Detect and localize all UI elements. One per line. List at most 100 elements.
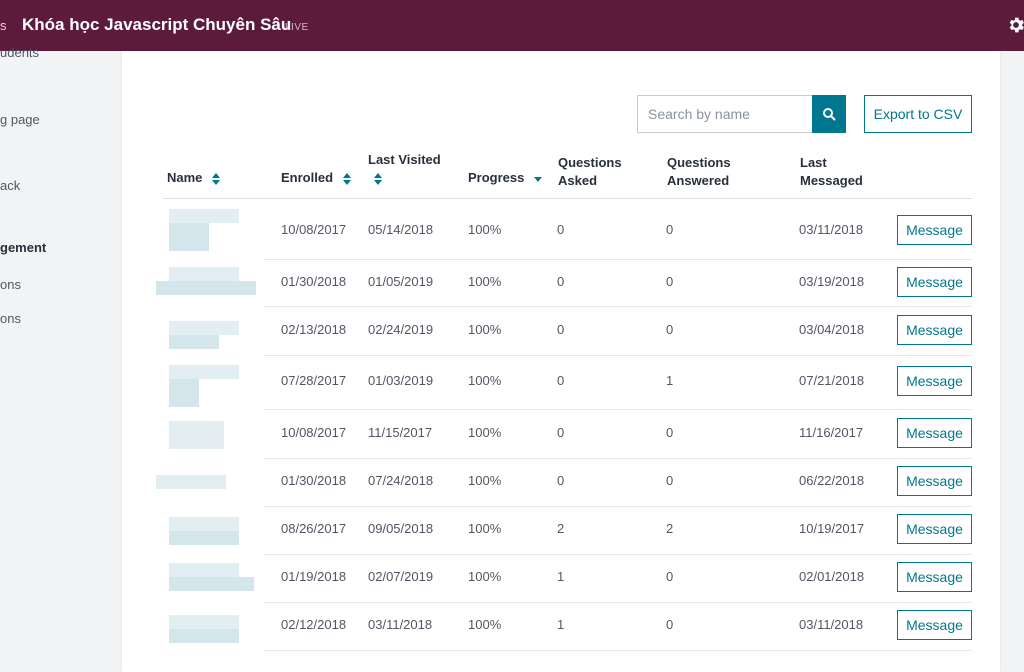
column-header-progress[interactable]: Progress <box>468 169 542 187</box>
student-name-blurred[interactable] <box>156 281 256 295</box>
cell-enrolled: 10/08/2017 <box>281 425 347 440</box>
cell-progress: 100% <box>468 617 502 632</box>
row-divider <box>264 650 972 651</box>
cell-enrolled: 01/19/2018 <box>281 569 347 584</box>
cell-last-visited: 02/07/2019 <box>368 569 434 584</box>
cell-answered: 0 <box>666 322 674 337</box>
cell-last-visited: 01/03/2019 <box>368 373 434 388</box>
course-title[interactable]: Khóa học Javascript Chuyên Sâu <box>22 15 292 34</box>
message-button[interactable]: Message <box>897 466 972 496</box>
sidebar-item-students[interactable]: udents <box>0 45 40 60</box>
sidebar-item-feedback[interactable]: ack <box>0 178 21 193</box>
cell-answered: 0 <box>666 222 674 237</box>
student-name-blurred[interactable] <box>169 223 209 251</box>
message-button[interactable]: Message <box>897 315 972 345</box>
column-header-last-messaged: Last Messaged <box>800 155 863 188</box>
cell-progress: 100% <box>468 274 502 289</box>
student-name-blurred[interactable] <box>169 629 239 643</box>
sidebar-item-questions[interactable]: ons <box>0 277 21 292</box>
cell-progress: 100% <box>468 373 502 388</box>
cell-last-visited: 11/15/2017 <box>368 425 433 440</box>
sidebar-section-management: gement <box>0 240 47 255</box>
message-button[interactable]: Message <box>897 418 972 448</box>
sidebar-item-landing-page[interactable]: g page <box>0 112 40 127</box>
student-name-blurred[interactable] <box>169 577 254 591</box>
row-divider <box>264 409 972 410</box>
cell-last-messaged: 03/19/2018 <box>799 274 865 289</box>
cell-asked: 0 <box>557 322 565 337</box>
row-divider <box>264 259 972 260</box>
student-name-blurred[interactable] <box>169 379 199 407</box>
student-name-blurred[interactable] <box>169 267 239 281</box>
message-button[interactable]: Message <box>897 514 972 544</box>
student-name-blurred[interactable] <box>169 365 239 379</box>
cell-answered: 0 <box>666 569 674 584</box>
cell-progress: 100% <box>468 322 502 337</box>
cell-asked: 0 <box>557 222 565 237</box>
column-header-questions-answered: Questions Answered <box>667 155 731 188</box>
cell-enrolled: 08/26/2017 <box>281 521 347 536</box>
breadcrumb[interactable]: s <box>0 18 7 33</box>
cell-last-visited: 05/14/2018 <box>368 222 434 237</box>
sort-icon <box>374 172 382 185</box>
student-name-blurred[interactable] <box>169 531 239 545</box>
row-divider <box>264 355 972 356</box>
column-header-enrolled[interactable]: Enrolled <box>281 169 351 187</box>
row-divider <box>264 602 972 603</box>
cell-asked: 2 <box>557 521 565 536</box>
cell-last-messaged: 11/16/2017 <box>799 425 864 440</box>
cell-enrolled: 01/30/2018 <box>281 473 347 488</box>
sidebar-item-announcements[interactable]: ons <box>0 311 21 326</box>
students-panel <box>122 51 1000 672</box>
cell-enrolled: 02/13/2018 <box>281 322 347 337</box>
cell-asked: 1 <box>557 617 565 632</box>
message-button[interactable]: Message <box>897 610 972 640</box>
student-name-blurred[interactable] <box>169 615 239 629</box>
column-header-questions-asked: Questions Asked <box>558 155 622 188</box>
sort-icon <box>342 172 351 185</box>
student-name-blurred[interactable] <box>156 475 226 489</box>
status-badge: LIVE <box>285 22 309 33</box>
message-button[interactable]: Message <box>897 562 972 592</box>
cell-progress: 100% <box>468 521 502 536</box>
cell-progress: 100% <box>468 569 502 584</box>
column-header-last-visited[interactable]: Last Visited <box>368 151 441 187</box>
cell-asked: 1 <box>557 569 565 584</box>
cell-progress: 100% <box>468 222 502 237</box>
student-name-blurred[interactable] <box>169 517 239 531</box>
student-name-blurred[interactable] <box>169 421 224 449</box>
message-button[interactable]: Message <box>897 215 972 245</box>
cell-enrolled: 01/30/2018 <box>281 274 347 289</box>
export-csv-button[interactable]: Export to CSV <box>864 95 972 133</box>
cell-asked: 0 <box>557 274 565 289</box>
cell-progress: 100% <box>468 473 502 488</box>
row-divider <box>264 458 972 459</box>
search-icon <box>823 108 836 121</box>
cell-enrolled: 10/08/2017 <box>281 222 347 237</box>
message-button[interactable]: Message <box>897 267 972 297</box>
gear-icon[interactable] <box>1006 15 1024 35</box>
message-button[interactable]: Message <box>897 366 972 396</box>
cell-last-visited: 09/05/2018 <box>368 521 434 536</box>
student-name-blurred[interactable] <box>169 563 239 577</box>
sort-desc-icon <box>534 176 542 182</box>
cell-enrolled: 07/28/2017 <box>281 373 347 388</box>
cell-answered: 1 <box>666 373 674 388</box>
column-header-name[interactable]: Name <box>167 169 221 187</box>
cell-asked: 0 <box>557 373 565 388</box>
cell-answered: 0 <box>666 473 674 488</box>
cell-last-visited: 02/24/2019 <box>368 322 434 337</box>
table-header-divider <box>163 198 972 199</box>
student-name-blurred[interactable] <box>169 209 239 223</box>
student-name-blurred[interactable] <box>169 321 239 335</box>
cell-last-messaged: 03/11/2018 <box>799 222 864 237</box>
cell-last-messaged: 02/01/2018 <box>799 569 865 584</box>
top-bar: s Khóa học Javascript Chuyên Sâu LIVE <box>0 0 1024 51</box>
search-input[interactable] <box>637 95 812 133</box>
cell-answered: 0 <box>666 425 674 440</box>
cell-last-messaged: 03/04/2018 <box>799 322 865 337</box>
row-divider <box>264 506 972 507</box>
student-name-blurred[interactable] <box>169 335 219 349</box>
cell-asked: 0 <box>557 425 565 440</box>
search-button[interactable] <box>812 95 846 133</box>
